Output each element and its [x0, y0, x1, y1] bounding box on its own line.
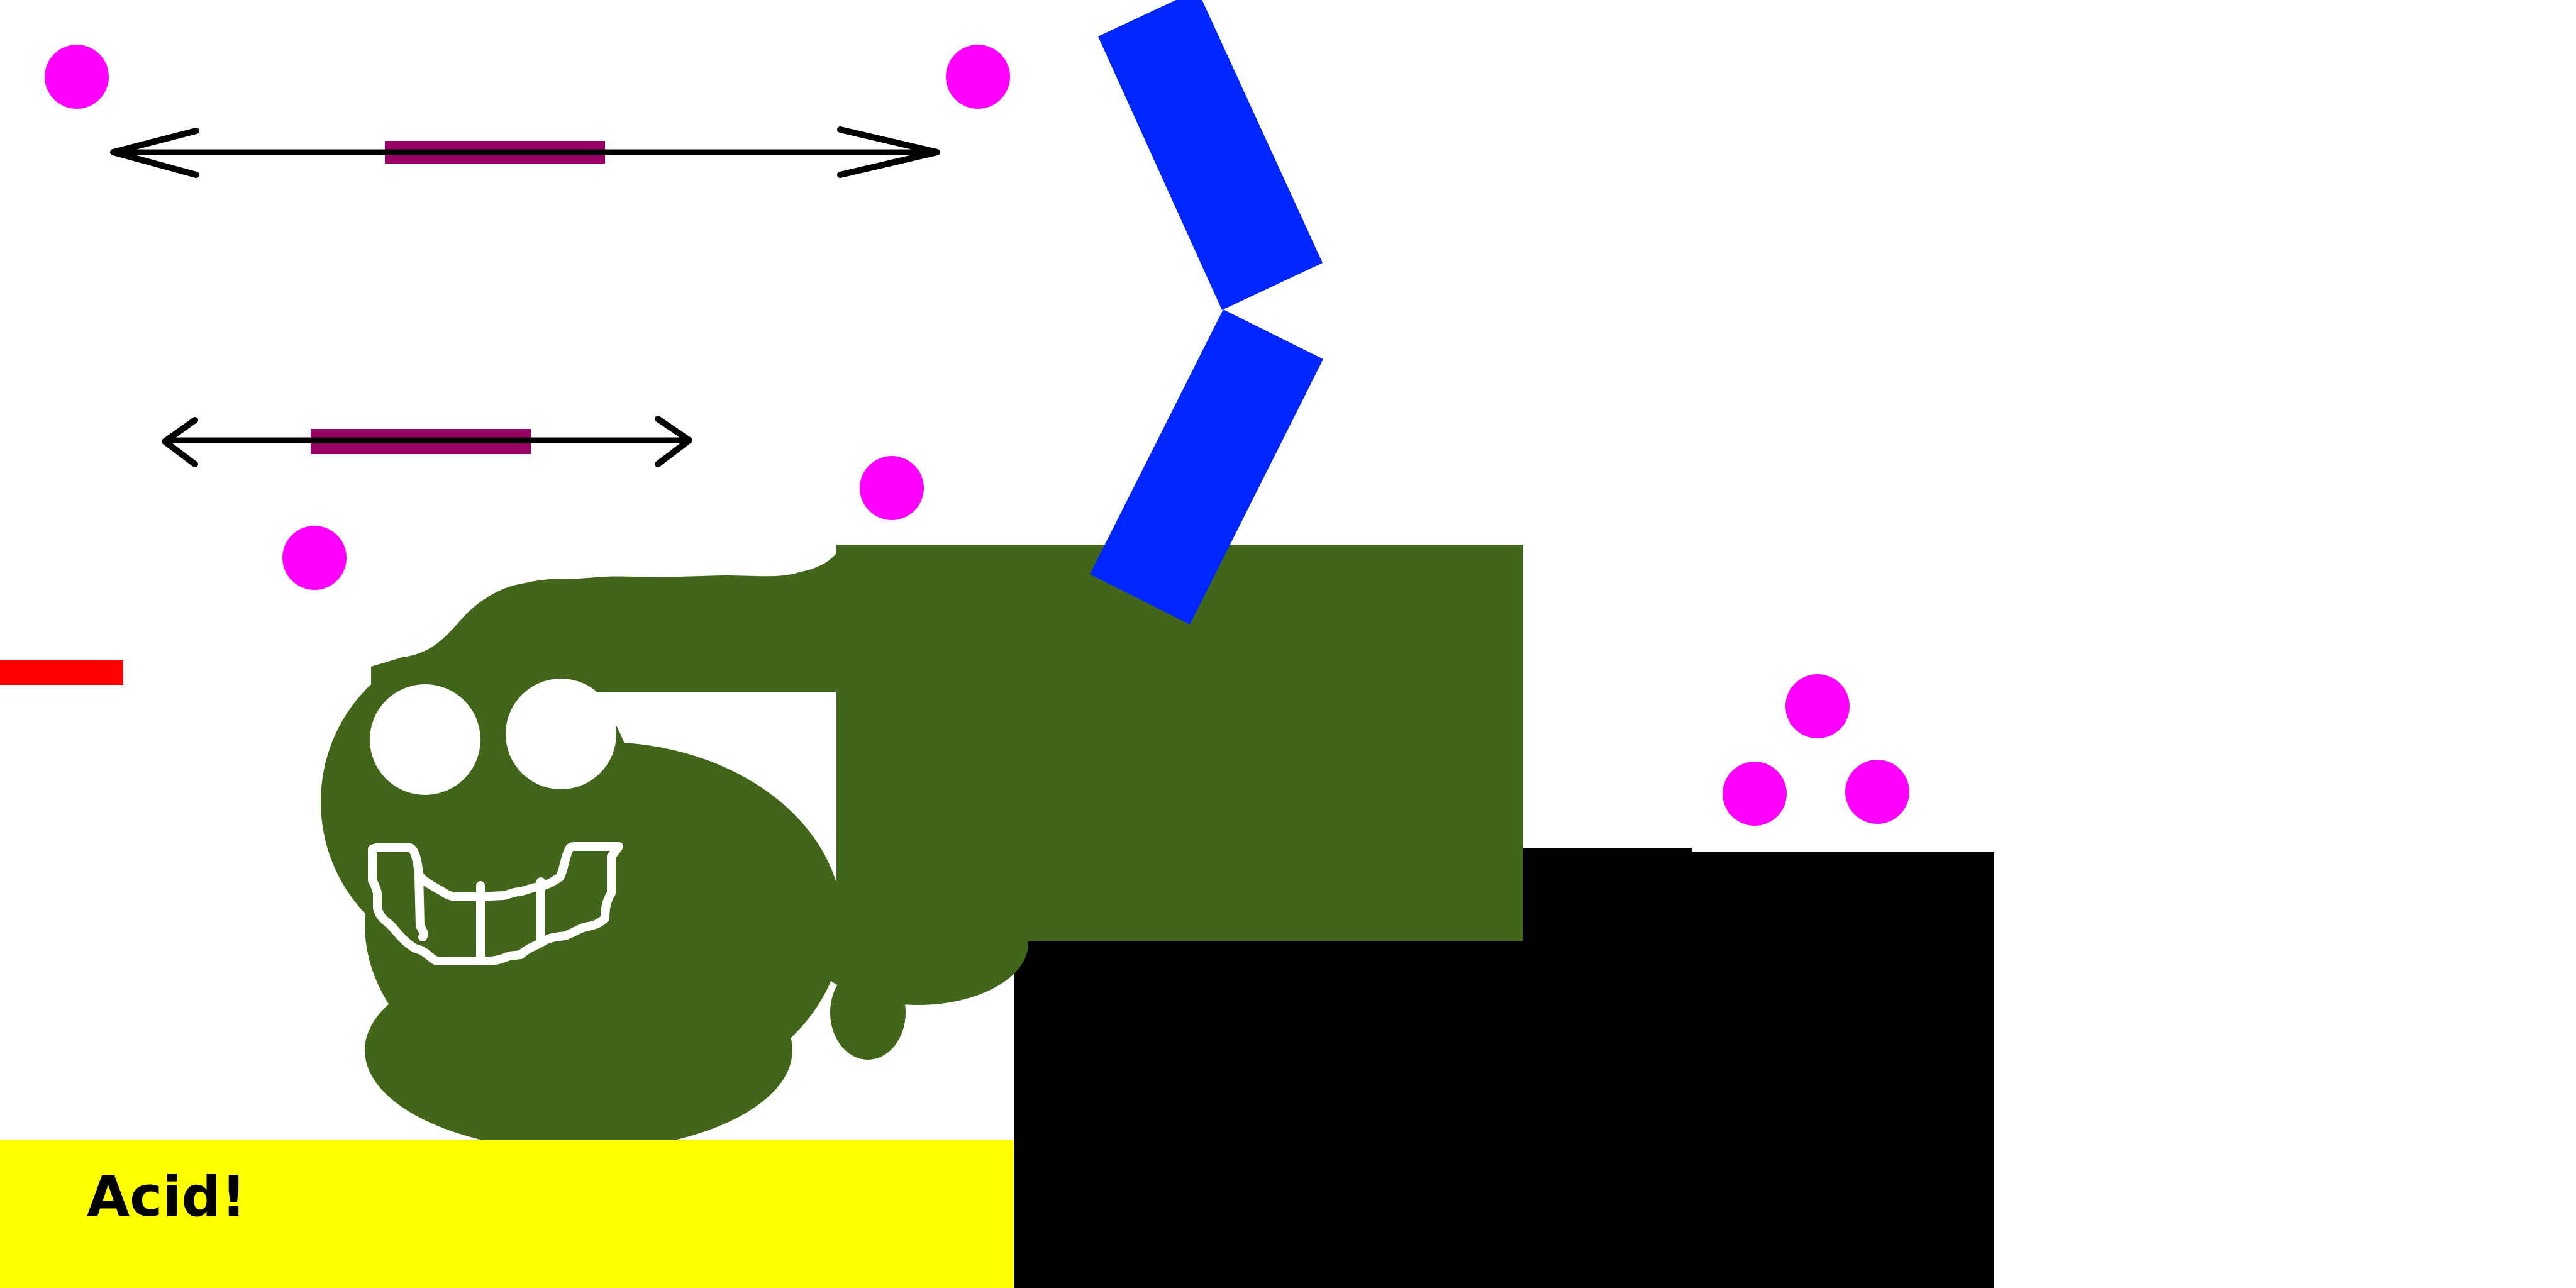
monster-teeth-outline — [368, 842, 623, 965]
arrowhead-right-icon — [655, 416, 692, 467]
ground-block-main — [1014, 941, 1365, 1288]
arrowhead-left-icon — [110, 128, 199, 178]
track-lower — [162, 416, 692, 467]
orb-icon[interactable] — [946, 45, 1010, 109]
monster-bump-lower — [830, 965, 906, 1060]
monster-lower-body — [365, 950, 792, 1151]
monster-face — [368, 679, 623, 965]
arrowhead-right-icon — [837, 126, 940, 178]
hazard-ledge — [0, 660, 123, 685]
orb-icon[interactable] — [282, 526, 347, 590]
ground-block-step-high — [1692, 852, 1994, 1288]
acid-pool-label: Acid! — [87, 1164, 247, 1229]
monster-right-eye — [506, 679, 616, 789]
monster-top-wave — [371, 545, 843, 692]
arrowhead-left-icon — [162, 417, 198, 467]
monster — [321, 545, 1523, 1151]
orb-icon[interactable] — [860, 456, 924, 520]
monster-teeth-gap-left — [414, 870, 428, 941]
monster-left-eye — [370, 684, 480, 795]
orb-icon[interactable] — [1785, 674, 1850, 738]
orbs — [45, 45, 1909, 826]
hinged-arm-lower-segment[interactable] — [1090, 309, 1323, 625]
orb-icon[interactable] — [1723, 762, 1787, 826]
acid-pool — [0, 1140, 1014, 1288]
orb-icon[interactable] — [1845, 760, 1909, 824]
orb-icon[interactable] — [45, 45, 109, 109]
hinged-arm[interactable] — [1090, 0, 1323, 625]
track-upper — [110, 126, 940, 178]
hinged-arm-upper-segment[interactable] — [1098, 0, 1323, 310]
